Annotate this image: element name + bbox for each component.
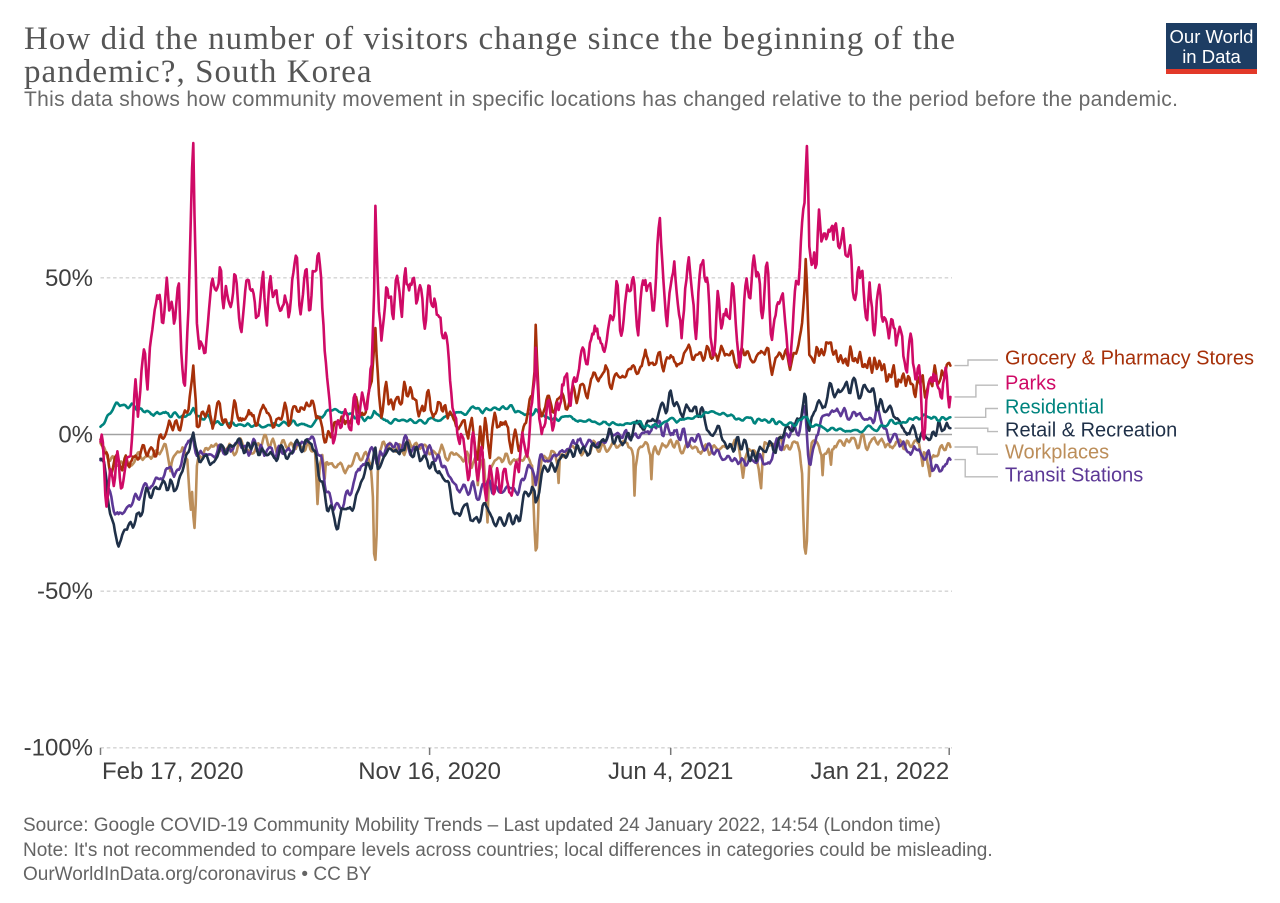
svg-text:50%: 50% — [45, 265, 93, 292]
svg-text:-50%: -50% — [37, 578, 93, 605]
svg-text:Jan 21, 2022: Jan 21, 2022 — [810, 758, 949, 785]
svg-text:0%: 0% — [58, 422, 93, 449]
svg-text:Jun 4, 2021: Jun 4, 2021 — [608, 758, 733, 785]
svg-text:Feb 17, 2020: Feb 17, 2020 — [102, 758, 243, 785]
svg-text:-100%: -100% — [24, 735, 93, 762]
svg-text:Nov 16, 2020: Nov 16, 2020 — [358, 758, 501, 785]
